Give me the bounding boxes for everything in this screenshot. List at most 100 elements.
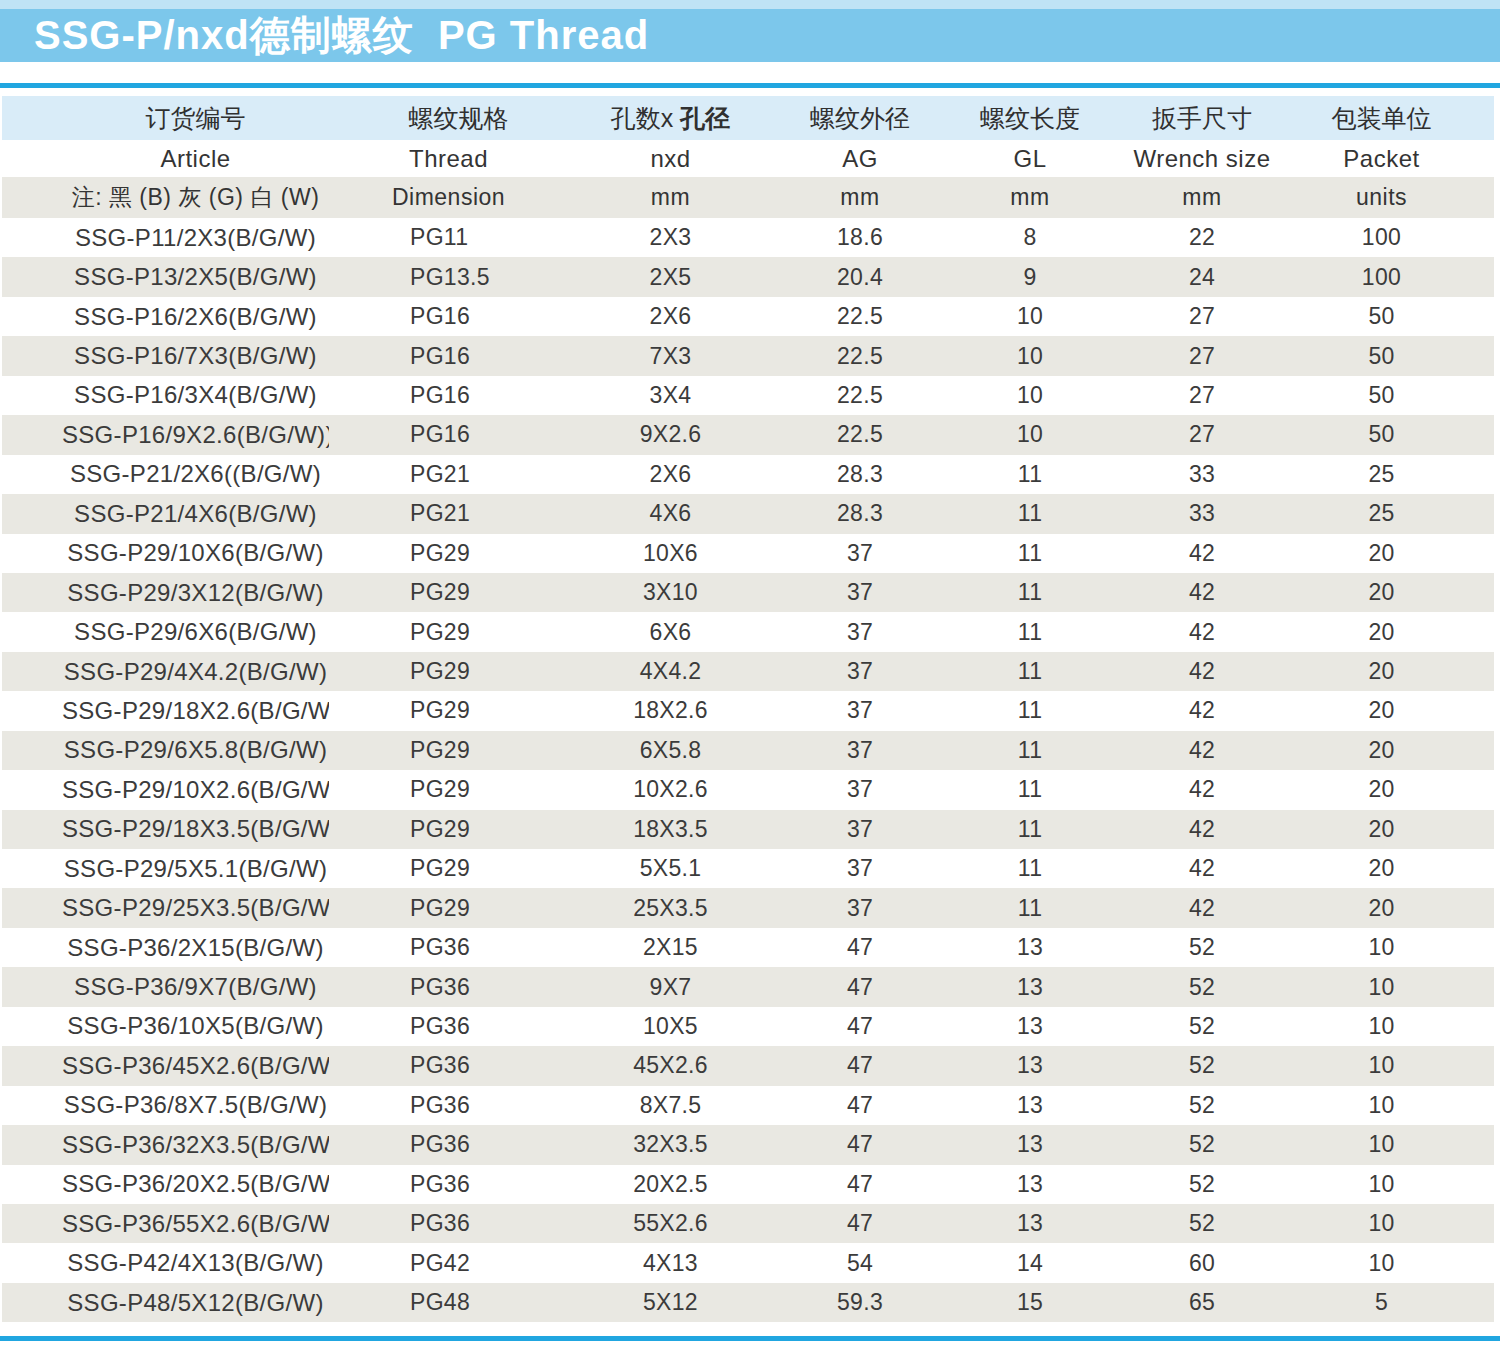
cell-ag: 47 — [773, 1086, 947, 1125]
cell-wrench-size: 65 — [1113, 1283, 1291, 1322]
cell-gl: 13 — [947, 1007, 1113, 1046]
cell-gl: 15 — [947, 1283, 1113, 1322]
cell-thread: PG29 — [329, 810, 568, 849]
cell-wrench-size: 42 — [1113, 770, 1291, 809]
cell-article: SSG-P36/55X2.6(B/G/W) — [2, 1204, 329, 1243]
cell-article: SSG-P29/18X2.6(B/G/W) — [2, 691, 329, 730]
cell-nxd: 4X13 — [568, 1243, 773, 1282]
cell-thread: PG16 — [329, 336, 568, 375]
header-gl-en: GL — [947, 140, 1113, 177]
cell-packet: 5 — [1291, 1283, 1494, 1322]
cell-wrench-size: 42 — [1113, 810, 1291, 849]
cell-article: SSG-P36/10X5(B/G/W) — [2, 1007, 329, 1046]
table-row: SSG-P29/3X12(B/G/W)PG293X1037114220 — [2, 573, 1494, 612]
cell-packet: 10 — [1291, 928, 1494, 967]
table-row: SSG-P48/5X12(B/G/W)PG485X1259.315655 — [2, 1283, 1494, 1322]
cell-ag: 37 — [773, 849, 947, 888]
cell-wrench-size: 33 — [1113, 455, 1291, 494]
cell-wrench-size: 42 — [1113, 652, 1291, 691]
cell-nxd: 18X3.5 — [568, 810, 773, 849]
cell-gl: 11 — [947, 849, 1113, 888]
cell-ag: 37 — [773, 810, 947, 849]
cell-packet: 20 — [1291, 652, 1494, 691]
cell-thread: PG36 — [329, 1204, 568, 1243]
cell-thread: PG29 — [329, 652, 568, 691]
cell-gl: 13 — [947, 967, 1113, 1006]
table-row: SSG-P29/10X2.6(B/G/W)PG2910X2.637114220 — [2, 770, 1494, 809]
cell-wrench-size: 52 — [1113, 1086, 1291, 1125]
cell-thread: PG36 — [329, 1125, 568, 1164]
header-gl-unit: mm — [947, 177, 1113, 218]
cell-packet: 25 — [1291, 494, 1494, 533]
header-wrench-unit: mm — [1113, 177, 1291, 218]
cell-packet: 20 — [1291, 573, 1494, 612]
cell-thread: PG36 — [329, 967, 568, 1006]
cell-article: SSG-P36/45X2.6(B/G/W) — [2, 1046, 329, 1085]
cell-packet: 50 — [1291, 297, 1494, 336]
cell-packet: 10 — [1291, 1243, 1494, 1282]
header-row-zh: 订货编号 螺纹规格 孔数x 孔径 螺纹外径 螺纹长度 扳手尺寸 包装单位 — [2, 96, 1494, 140]
header-thread-unit: Dimension — [329, 177, 568, 218]
cell-ag: 22.5 — [773, 415, 947, 454]
cell-gl: 11 — [947, 810, 1113, 849]
table-row: SSG-P29/18X2.6(B/G/W)PG2918X2.637114220 — [2, 691, 1494, 730]
table-row: SSG-P36/10X5(B/G/W)PG3610X547135210 — [2, 1007, 1494, 1046]
cell-nxd: 20X2.5 — [568, 1165, 773, 1204]
spacer — [0, 62, 1500, 83]
cell-wrench-size: 27 — [1113, 297, 1291, 336]
cell-nxd: 10X5 — [568, 1007, 773, 1046]
cell-packet: 100 — [1291, 218, 1494, 257]
cell-ag: 37 — [773, 691, 947, 730]
cell-article: SSG-P16/3X4(B/G/W) — [2, 376, 329, 415]
cell-thread: PG21 — [329, 494, 568, 533]
cell-nxd: 2X5 — [568, 257, 773, 296]
table-row: SSG-P29/6X6(B/G/W)PG296X637114220 — [2, 612, 1494, 651]
header-ag-unit: mm — [773, 177, 947, 218]
cell-nxd: 2X6 — [568, 455, 773, 494]
cell-nxd: 4X6 — [568, 494, 773, 533]
header-nxd-en: nxd — [568, 140, 773, 177]
spec-table: 订货编号 螺纹规格 孔数x 孔径 螺纹外径 螺纹长度 扳手尺寸 包装单位 Art… — [2, 96, 1494, 1322]
table-row: SSG-P29/5X5.1(B/G/W)PG295X5.137114220 — [2, 849, 1494, 888]
cell-ag: 22.5 — [773, 336, 947, 375]
table-row: SSG-P42/4X13(B/G/W)PG424X1354146010 — [2, 1243, 1494, 1282]
header-row-en: Article Thread nxd AG GL Wrench size Pac… — [2, 140, 1494, 177]
table-header: 订货编号 螺纹规格 孔数x 孔径 螺纹外径 螺纹长度 扳手尺寸 包装单位 Art… — [2, 96, 1494, 218]
cell-ag: 18.6 — [773, 218, 947, 257]
cell-wrench-size: 52 — [1113, 1007, 1291, 1046]
cell-wrench-size: 52 — [1113, 1125, 1291, 1164]
cell-ag: 37 — [773, 612, 947, 651]
cell-packet: 20 — [1291, 810, 1494, 849]
cell-thread: PG11 — [329, 218, 568, 257]
cell-ag: 37 — [773, 573, 947, 612]
cell-wrench-size: 42 — [1113, 888, 1291, 927]
cell-article: SSG-P13/2X5(B/G/W) — [2, 257, 329, 296]
spacer — [0, 1341, 1500, 1362]
cell-gl: 11 — [947, 731, 1113, 770]
cell-wrench-size: 27 — [1113, 415, 1291, 454]
cell-wrench-size: 22 — [1113, 218, 1291, 257]
cell-packet: 20 — [1291, 770, 1494, 809]
cell-gl: 11 — [947, 573, 1113, 612]
table-row: SSG-P29/10X6(B/G/W)PG2910X637114220 — [2, 534, 1494, 573]
cell-wrench-size: 24 — [1113, 257, 1291, 296]
cell-ag: 37 — [773, 534, 947, 573]
cell-ag: 47 — [773, 967, 947, 1006]
cell-article: SSG-P29/5X5.1(B/G/W) — [2, 849, 329, 888]
table-row: SSG-P11/2X3(B/G/W)PG112X318.6822100 — [2, 218, 1494, 257]
cell-gl: 13 — [947, 1204, 1113, 1243]
cell-packet: 20 — [1291, 888, 1494, 927]
cell-ag: 37 — [773, 652, 947, 691]
cell-ag: 22.5 — [773, 376, 947, 415]
cell-wrench-size: 27 — [1113, 376, 1291, 415]
cell-thread: PG29 — [329, 691, 568, 730]
header-packet-en: Packet — [1291, 140, 1494, 177]
cell-gl: 9 — [947, 257, 1113, 296]
table-row: SSG-P36/2X15(B/G/W)PG362X1547135210 — [2, 928, 1494, 967]
table-row: SSG-P16/9X2.6(B/G/W))PG169X2.622.5102750 — [2, 415, 1494, 454]
cell-gl: 13 — [947, 1086, 1113, 1125]
cell-packet: 20 — [1291, 849, 1494, 888]
table-row: SSG-P36/8X7.5(B/G/W)PG368X7.547135210 — [2, 1086, 1494, 1125]
cell-nxd: 55X2.6 — [568, 1204, 773, 1243]
cell-nxd: 5X12 — [568, 1283, 773, 1322]
